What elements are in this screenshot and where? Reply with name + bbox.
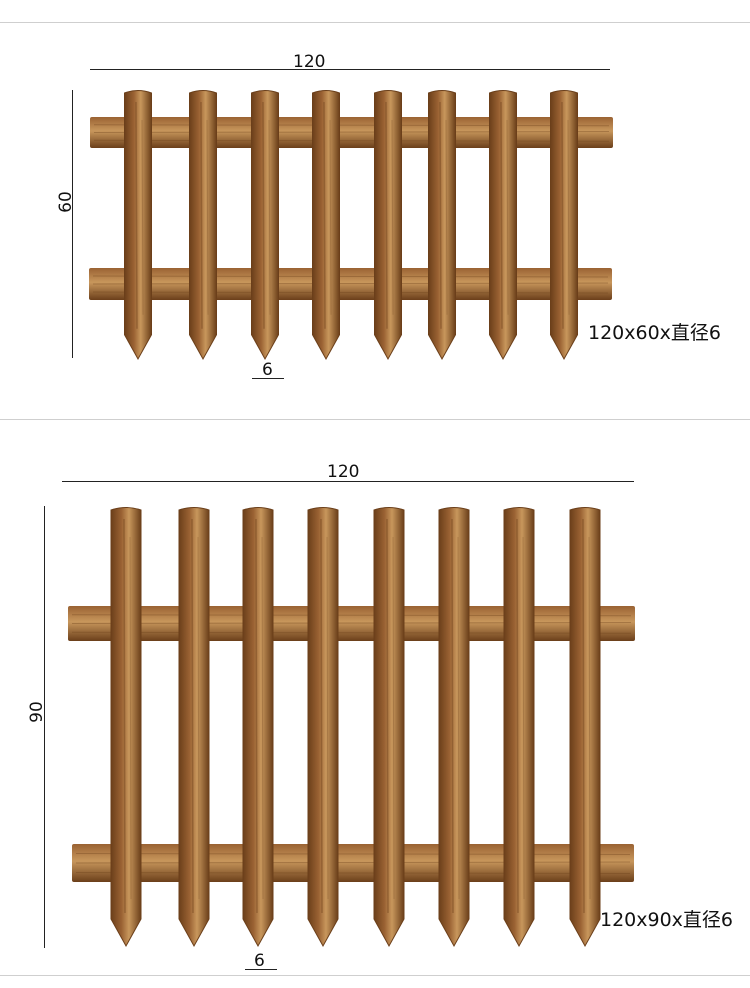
height-dimension-line (44, 506, 45, 948)
spec-label: 120x60x直径6 (588, 322, 722, 344)
width-dimension-line (90, 69, 610, 70)
fence-rail (72, 844, 634, 882)
fence-picket (374, 90, 402, 361)
picket-width-label: 6 (254, 951, 265, 971)
fence-picket (178, 507, 210, 948)
fence-rail (68, 606, 635, 641)
width-label: 120 (327, 462, 360, 482)
picket-dimension-line (252, 378, 284, 379)
fence-picket (307, 507, 339, 948)
spec-label: 120x90x直径6 (600, 909, 734, 931)
height-dimension-line (72, 90, 73, 358)
fence-picket (242, 507, 274, 948)
fence-picket (110, 507, 142, 948)
fence-picket (428, 90, 456, 361)
picket-width-label: 6 (262, 360, 273, 380)
fence-picket (489, 90, 517, 361)
fence-picket (124, 90, 152, 361)
wooden-fence-60-image (89, 90, 613, 361)
fence-picket (189, 90, 217, 361)
fence-picket (312, 90, 340, 361)
fence-picket (373, 507, 405, 948)
fence-picket (503, 507, 535, 948)
fence-rail (90, 117, 613, 148)
fence-picket (438, 507, 470, 948)
bottom-divider (0, 975, 750, 976)
middle-divider (0, 419, 750, 420)
width-dimension-line (62, 481, 634, 482)
fence-picket (251, 90, 279, 361)
fence-rail (89, 268, 612, 300)
width-label: 120 (293, 52, 326, 72)
top-divider (0, 22, 750, 23)
fence-picket (550, 90, 578, 361)
picket-dimension-line (245, 969, 277, 970)
fence-picket (569, 507, 601, 948)
